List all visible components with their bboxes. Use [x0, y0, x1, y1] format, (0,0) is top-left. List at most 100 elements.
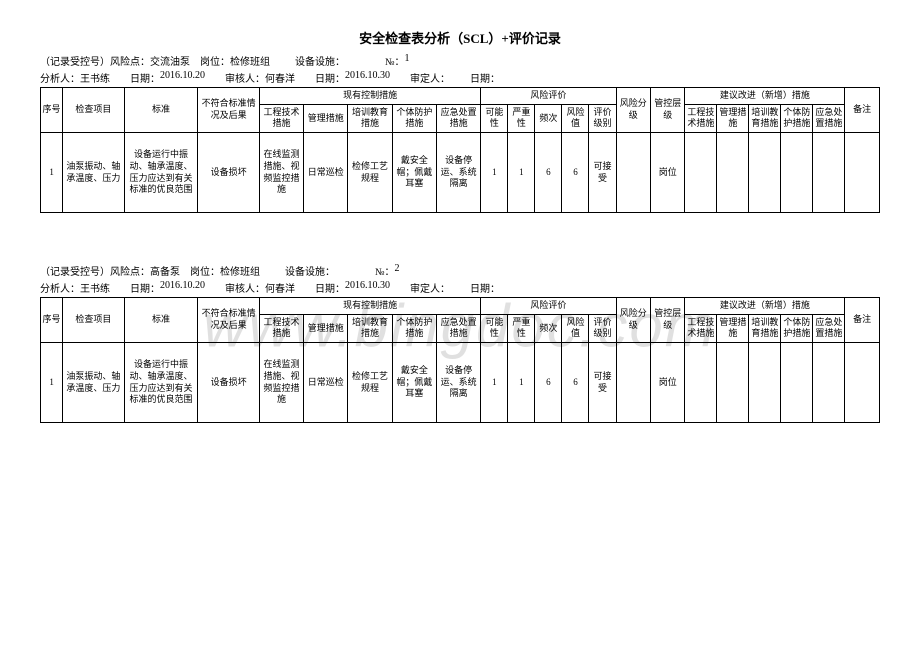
h-m2: 管理措施 [304, 314, 348, 342]
cell-s1 [685, 133, 717, 213]
cell-r4: 6 [562, 133, 589, 213]
cell-s2 [717, 133, 749, 213]
h-r2: 严重性 [508, 104, 535, 132]
meta-line-2: 分析人： 王书练 日期： 2016.10.20 审核人： 何春洋 日期： 201… [40, 280, 880, 295]
h-note: 备注 [845, 88, 880, 133]
h-ctrl-group: 现有控制措施 [259, 298, 480, 315]
date3-label: 日期： [450, 280, 500, 295]
cell-s1 [685, 343, 717, 423]
cell-s3 [749, 343, 781, 423]
cell-fail: 设备损坏 [198, 133, 259, 213]
h-item: 检查项目 [63, 298, 124, 343]
cell-s4 [781, 343, 813, 423]
reviewer-label: 审核人： [205, 280, 265, 295]
h-s4: 个体防护措施 [781, 314, 813, 342]
risk-point: 高备泵 [150, 263, 180, 278]
cell-r5: 可接受 [589, 133, 616, 213]
h-r2: 严重性 [508, 314, 535, 342]
h-sugg-group: 建议改进（新增）措施 [685, 298, 845, 315]
h-m4: 个体防护措施 [392, 314, 436, 342]
record-no: 2 [395, 263, 400, 278]
cell-r1: 1 [481, 133, 508, 213]
h-s2: 管理措施 [717, 104, 749, 132]
cell-r5: 可接受 [589, 343, 616, 423]
header-row-1: 序号 检查项目 标准 不符合标准情况及后果 现有控制措施 风险评价 风险分级 管… [41, 298, 880, 315]
cell-r3: 6 [535, 133, 562, 213]
cell-std: 设备运行中振动、轴承温度、压力应达到有关标准的优良范围 [124, 343, 198, 423]
h-s2: 管理措施 [717, 314, 749, 342]
date2-label: 日期： [295, 70, 345, 85]
record-no: 1 [405, 53, 410, 68]
cell-ctrl-level: 岗位 [651, 343, 685, 423]
cell-m4: 戴安全帽；佩戴耳塞 [392, 133, 436, 213]
h-r1: 可能性 [481, 314, 508, 342]
scl-table-2: 序号 检查项目 标准 不符合标准情况及后果 现有控制措施 风险评价 风险分级 管… [40, 297, 880, 423]
h-r4: 风险值 [562, 104, 589, 132]
cell-r4: 6 [562, 343, 589, 423]
date2-label: 日期： [295, 280, 345, 295]
h-seq: 序号 [41, 298, 63, 343]
cell-s5 [813, 343, 845, 423]
h-r3: 频次 [535, 104, 562, 132]
h-m5: 应急处置措施 [436, 314, 480, 342]
h-risk-level: 风险分级 [616, 298, 650, 343]
analyst-label: 分析人： [40, 70, 80, 85]
h-r5: 评价级别 [589, 104, 616, 132]
cell-m5: 设备停运、系统隔离 [436, 133, 480, 213]
cell-fail: 设备损坏 [198, 343, 259, 423]
cell-note [845, 343, 880, 423]
h-m3: 培训教育措施 [348, 104, 392, 132]
approver-label: 审定人： [390, 280, 450, 295]
h-risk-group: 风险评价 [481, 88, 616, 105]
cell-m1: 在线监测措施、视频监控措施 [259, 133, 303, 213]
h-s1: 工程技术措施 [685, 104, 717, 132]
cell-s5 [813, 133, 845, 213]
cell-m3: 检修工艺规程 [348, 133, 392, 213]
scl-table-1: 序号 检查项目 标准 不符合标准情况及后果 现有控制措施 风险评价 风险分级 管… [40, 87, 880, 213]
post-label: 岗位： [190, 53, 230, 68]
cell-item: 油泵振动、轴承温度、压力 [63, 133, 124, 213]
h-m5: 应急处置措施 [436, 104, 480, 132]
post: 检修班组 [230, 53, 270, 68]
meta-pre: （记录受控号）风险点： [40, 263, 150, 278]
meta-line-1: （记录受控号）风险点： 高备泵 岗位： 检修班组 设备设施： №： 2 [40, 263, 880, 278]
h-s3: 培训教育措施 [749, 314, 781, 342]
h-std: 标准 [124, 88, 198, 133]
date2: 2016.10.30 [345, 70, 390, 85]
cell-note [845, 133, 880, 213]
h-r3: 频次 [535, 314, 562, 342]
cell-m2: 日常巡检 [304, 343, 348, 423]
h-risk-group: 风险评价 [481, 298, 616, 315]
cell-s2 [717, 343, 749, 423]
cell-m3: 检修工艺规程 [348, 343, 392, 423]
date1: 2016.10.20 [160, 280, 205, 295]
cell-m5: 设备停运、系统隔离 [436, 343, 480, 423]
facility-label: 设备设施： [270, 53, 345, 68]
cell-r2: 1 [508, 343, 535, 423]
section-1: （记录受控号）风险点： 交流油泵 岗位： 检修班组 设备设施： №： 1 分析人… [40, 53, 880, 213]
h-note: 备注 [845, 298, 880, 343]
meta-pre: （记录受控号）风险点： [40, 53, 150, 68]
date3-label: 日期： [450, 70, 500, 85]
cell-m1: 在线监测措施、视频监控措施 [259, 343, 303, 423]
h-risk-level: 风险分级 [616, 88, 650, 133]
h-s3: 培训教育措施 [749, 104, 781, 132]
h-s5: 应急处置措施 [813, 104, 845, 132]
h-std: 标准 [124, 298, 198, 343]
h-r1: 可能性 [481, 104, 508, 132]
approver-label: 审定人： [390, 70, 450, 85]
reviewer: 何春洋 [265, 280, 295, 295]
table-row: 1 油泵振动、轴承温度、压力 设备运行中振动、轴承温度、压力应达到有关标准的优良… [41, 133, 880, 213]
reviewer: 何春洋 [265, 70, 295, 85]
h-ctrl-level: 管控层级 [651, 88, 685, 133]
analyst: 王书练 [80, 280, 110, 295]
post-label: 岗位： [180, 263, 220, 278]
cell-seq: 1 [41, 133, 63, 213]
cell-seq: 1 [41, 343, 63, 423]
cell-m2: 日常巡检 [304, 133, 348, 213]
analyst-label: 分析人： [40, 280, 80, 295]
post: 检修班组 [220, 263, 260, 278]
doc-title: 安全检查表分析（SCL）+评价记录 [40, 28, 880, 47]
header-row-1: 序号 检查项目 标准 不符合标准情况及后果 现有控制措施 风险评价 风险分级 管… [41, 88, 880, 105]
date2: 2016.10.30 [345, 280, 390, 295]
